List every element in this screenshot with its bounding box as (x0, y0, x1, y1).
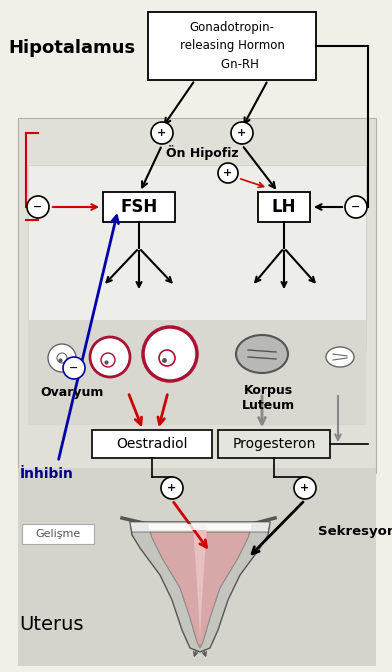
Text: +: + (238, 128, 247, 138)
Bar (28, 320, 366, 425)
Circle shape (101, 353, 115, 367)
Text: +: + (223, 168, 232, 178)
Text: +: + (300, 483, 310, 493)
Circle shape (90, 337, 130, 377)
Text: LH: LH (272, 198, 296, 216)
Polygon shape (130, 522, 270, 532)
Text: Oestradiol: Oestradiol (116, 437, 188, 451)
Bar (103, 192, 175, 222)
Circle shape (151, 122, 173, 144)
Text: Uterus: Uterus (20, 616, 84, 634)
Circle shape (218, 163, 238, 183)
Text: Sekresyon: Sekresyon (318, 526, 392, 538)
Text: FSH: FSH (120, 198, 158, 216)
Bar (22, 524, 94, 544)
Text: İnhibin: İnhibin (20, 467, 74, 481)
Text: −: − (351, 202, 361, 212)
Circle shape (345, 196, 367, 218)
Text: Progesteron: Progesteron (232, 437, 316, 451)
Polygon shape (148, 524, 252, 530)
Bar (92, 430, 212, 458)
Text: Korpus
Luteum: Korpus Luteum (241, 384, 294, 412)
Polygon shape (193, 525, 207, 640)
Bar (18, 468, 376, 666)
Circle shape (48, 344, 76, 372)
Circle shape (294, 477, 316, 499)
Circle shape (231, 122, 253, 144)
Circle shape (57, 353, 67, 363)
Text: Gelişme: Gelişme (35, 529, 81, 539)
Bar (148, 12, 316, 80)
Circle shape (161, 477, 183, 499)
Bar (258, 192, 310, 222)
Text: +: + (167, 483, 177, 493)
Text: Hipotalamus: Hipotalamus (8, 39, 135, 57)
Text: Gonadotropin-
releasing Hormon
    Gn-RH: Gonadotropin- releasing Hormon Gn-RH (180, 22, 285, 71)
Ellipse shape (236, 335, 288, 373)
Text: Ön Hipofiz: Ön Hipofiz (166, 144, 238, 159)
Polygon shape (130, 522, 270, 652)
Circle shape (27, 196, 49, 218)
Bar (28, 165, 366, 350)
Bar (18, 118, 376, 473)
Text: +: + (157, 128, 167, 138)
Bar (218, 430, 330, 458)
Circle shape (143, 327, 197, 381)
Circle shape (159, 350, 175, 366)
Polygon shape (148, 524, 252, 648)
Ellipse shape (326, 347, 354, 367)
Text: −: − (69, 363, 79, 373)
Circle shape (63, 357, 85, 379)
Text: Ovaryum: Ovaryum (40, 386, 104, 399)
Text: −: − (33, 202, 43, 212)
